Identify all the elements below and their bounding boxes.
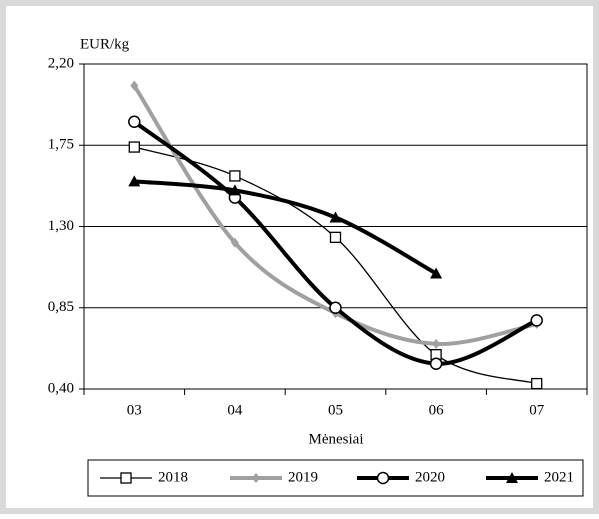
plot-area bbox=[83, 63, 588, 390]
point bbox=[128, 175, 141, 187]
point bbox=[130, 80, 139, 91]
point bbox=[430, 267, 443, 279]
series-line bbox=[134, 179, 438, 276]
legend-marker bbox=[376, 471, 390, 485]
point bbox=[429, 357, 443, 370]
x-tick-label: 07 bbox=[529, 402, 545, 418]
point bbox=[531, 377, 543, 390]
legend-label: 2020 bbox=[415, 469, 445, 485]
y-tick-label: 1,30 bbox=[48, 218, 74, 234]
y-tick-label: 0,40 bbox=[48, 380, 74, 396]
point bbox=[329, 211, 342, 223]
x-tick-label: 04 bbox=[227, 402, 243, 418]
point bbox=[329, 301, 342, 314]
x-axis-label: Mėnesiai bbox=[309, 431, 364, 447]
legend-marker bbox=[506, 472, 518, 483]
legend-label: 2019 bbox=[288, 469, 318, 485]
point bbox=[230, 237, 239, 248]
point bbox=[530, 314, 543, 327]
x-tick-label: 03 bbox=[127, 402, 142, 418]
legend-marker bbox=[252, 473, 260, 483]
y-axis-label: EUR/kg bbox=[80, 36, 130, 52]
y-tick-label: 1,75 bbox=[48, 137, 74, 153]
x-tick-label: 05 bbox=[328, 402, 343, 418]
point bbox=[128, 141, 140, 153]
point bbox=[229, 170, 241, 182]
legend-label: 2018 bbox=[158, 469, 188, 485]
y-tick-label: 2,20 bbox=[48, 55, 74, 71]
y-tick-label: 0,85 bbox=[48, 299, 74, 315]
legend-label: 2021 bbox=[544, 469, 574, 485]
series-line bbox=[132, 84, 538, 346]
point bbox=[128, 115, 141, 129]
x-tick-label: 06 bbox=[429, 402, 445, 418]
legend-marker bbox=[120, 472, 132, 484]
point bbox=[432, 338, 441, 349]
point bbox=[329, 231, 342, 243]
point bbox=[228, 184, 241, 196]
